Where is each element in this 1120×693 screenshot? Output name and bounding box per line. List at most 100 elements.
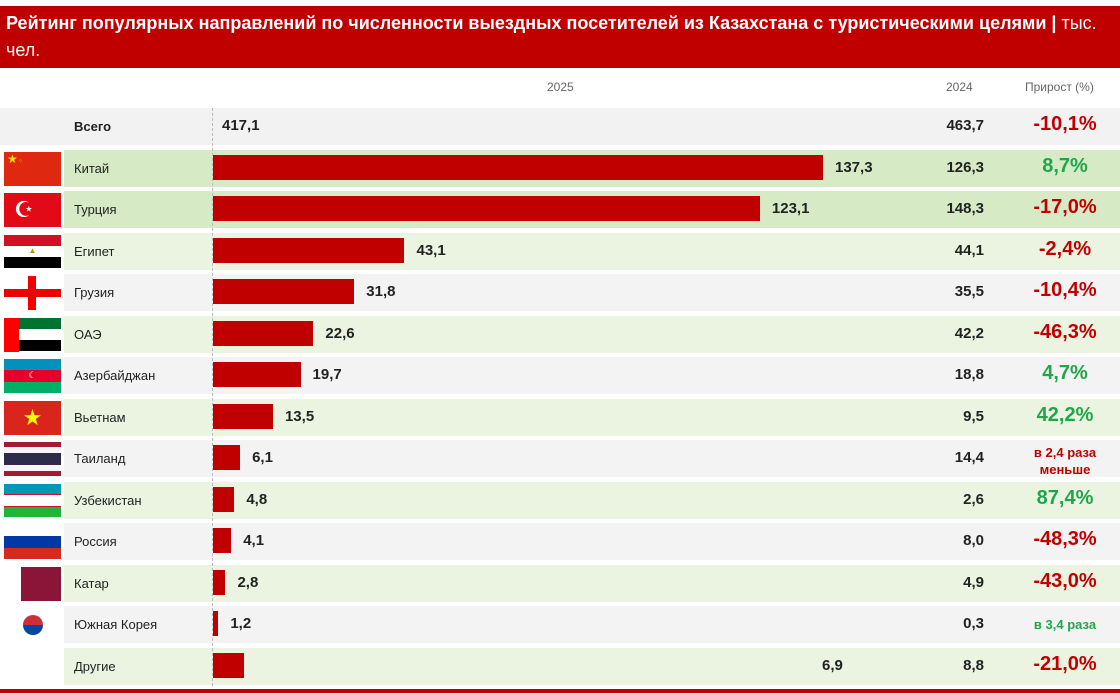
flag-georgia-icon xyxy=(4,276,61,310)
flag-azerbaijan-icon: ☾ xyxy=(4,359,61,393)
row-background xyxy=(64,564,1120,602)
category-label: Грузия xyxy=(74,285,115,300)
unit-label: тыс. чел. xyxy=(6,13,1097,60)
category-label: Россия xyxy=(74,534,117,549)
value-label-2024: 148,3 xyxy=(946,200,984,217)
bar xyxy=(213,403,273,429)
bar-row: ★⁘ Китай 137,3 126,3 8,7% xyxy=(0,149,1120,187)
flag-uae-icon xyxy=(4,317,61,352)
column-header-2025: 2025 xyxy=(547,80,574,94)
flag-qatar-icon xyxy=(4,566,61,601)
bar-row: ОАЭ 22,6 42,2 -46,3% xyxy=(0,315,1120,353)
axis-line xyxy=(212,108,213,686)
total-name: Всего xyxy=(74,119,112,134)
value-label-2025: 6,1 xyxy=(252,449,273,466)
value-label-2025: 1,2 xyxy=(230,615,252,632)
bar-row: ★ Вьетнам 13,5 9,5 42,2% xyxy=(0,398,1120,436)
value-label-2025: 19,7 xyxy=(312,366,342,383)
value-label-2024: 9,5 xyxy=(963,407,984,425)
column-header-growth: Прирост (%) xyxy=(1025,80,1094,94)
value-label-2024: 4,9 xyxy=(963,573,984,591)
total-row: Всего 417,1 463,7 -10,1% xyxy=(0,108,1120,145)
growth-label: 4,7% xyxy=(1042,362,1088,384)
category-label: ОАЭ xyxy=(74,326,102,342)
value-label-2024: 8,8 xyxy=(963,656,984,674)
growth-label: -48,3% xyxy=(1033,528,1097,550)
bar-row: ☪ Турция 123,1 148,3 -17,0% xyxy=(0,191,1120,228)
category-label: Азербайджан xyxy=(74,368,156,383)
flag-turkey-icon: ☪ xyxy=(4,193,61,227)
value-label-2025: 43,1 xyxy=(416,241,446,259)
flag-uzbekistan-icon xyxy=(4,483,61,518)
row-background xyxy=(64,481,1120,519)
growth-label: 87,4% xyxy=(1036,486,1094,509)
growth-label: 42,2% xyxy=(1036,403,1094,426)
bar xyxy=(213,569,226,595)
bar-row: ☾ Азербайджан 19,7 18,8 4,7% xyxy=(0,357,1120,394)
category-label: Узбекистан xyxy=(74,492,142,508)
growth-label: -2,4% xyxy=(1038,237,1092,260)
bar-row: Катар 2,8 4,9 -43,0% xyxy=(0,564,1120,602)
growth-label: в 2,4 раза меньше xyxy=(1033,445,1097,477)
category-label: Турция xyxy=(74,202,117,217)
bar xyxy=(213,237,405,263)
growth-label: -46,3% xyxy=(1033,320,1097,343)
value-label-2025: 6,9 xyxy=(822,656,843,674)
value-label-2025: 4,1 xyxy=(243,532,265,549)
value-label-2025: 4,8 xyxy=(246,490,268,508)
growth-label: -17,0% xyxy=(1033,196,1097,218)
growth-label: -43,0% xyxy=(1033,569,1097,592)
bar-row: ▲ Египет 43,1 44,1 -2,4% xyxy=(0,232,1120,270)
category-label: Катар xyxy=(74,575,109,591)
row-background xyxy=(64,606,1120,643)
value-label-2024: 14,4 xyxy=(954,449,984,466)
category-label: Таиланд xyxy=(74,451,126,466)
bar-row: Таиланд 6,1 14,4 в 2,4 раза меньше xyxy=(0,440,1120,477)
flag-thailand-icon xyxy=(4,442,61,476)
flag-russia-icon xyxy=(4,525,61,559)
value-label-2024: 2,6 xyxy=(963,490,984,508)
row-background xyxy=(64,523,1120,560)
category-label: Вьетнам xyxy=(74,409,126,425)
bar xyxy=(213,154,823,180)
bar xyxy=(213,611,219,636)
value-label-2025: 22,6 xyxy=(325,324,355,342)
category-label: Другие xyxy=(74,658,116,674)
value-label-2024: 18,8 xyxy=(954,366,984,383)
bar xyxy=(213,528,232,553)
value-label-2024: 44,1 xyxy=(954,241,984,259)
chart-title: Рейтинг популярных направлений по числен… xyxy=(0,6,1120,68)
bar xyxy=(213,196,760,221)
bar xyxy=(213,486,235,512)
flag-vietnam-icon: ★ xyxy=(4,400,61,435)
value-label-2025: 2,8 xyxy=(237,573,259,591)
value-label-2024: 42,2 xyxy=(954,324,984,342)
bar xyxy=(213,362,301,387)
bar-row: Другие 6,9 8,8 -21,0% xyxy=(0,647,1120,685)
bar-row: Южная Корея 1,2 0,3 в 3,4 раза xyxy=(0,606,1120,643)
growth-label: 8,7% xyxy=(1042,154,1088,177)
bar xyxy=(213,320,314,346)
bar-row: Узбекистан 4,8 2,6 87,4% xyxy=(0,481,1120,519)
bar-row: Грузия 31,8 35,5 -10,4% xyxy=(0,274,1120,311)
value-label-2025: 123,1 xyxy=(771,200,810,217)
category-label: Южная Корея xyxy=(74,617,158,632)
growth-label: в 3,4 раза xyxy=(1033,617,1097,632)
value-label-2024: 126,3 xyxy=(946,158,984,176)
column-header-2024: 2024 xyxy=(946,80,973,94)
bar xyxy=(213,445,241,470)
value-label-2024: 35,5 xyxy=(954,283,984,300)
total-growth: -10,1% xyxy=(1033,113,1097,135)
total-2024: 463,7 xyxy=(946,117,984,134)
bar-row: Россия 4,1 8,0 -48,3% xyxy=(0,523,1120,560)
value-label-2025: 13,5 xyxy=(284,407,315,425)
value-label-2024: 8,0 xyxy=(963,532,984,549)
bar xyxy=(213,652,244,678)
category-label: Китай xyxy=(74,160,110,176)
value-label-2024: 0,3 xyxy=(963,615,984,632)
bottom-border xyxy=(0,689,1120,693)
flag-south-korea-icon xyxy=(4,608,61,642)
flag-china-icon: ★⁘ xyxy=(4,151,61,186)
total-2025: 417,1 xyxy=(222,117,260,134)
category-label: Египет xyxy=(74,243,115,259)
